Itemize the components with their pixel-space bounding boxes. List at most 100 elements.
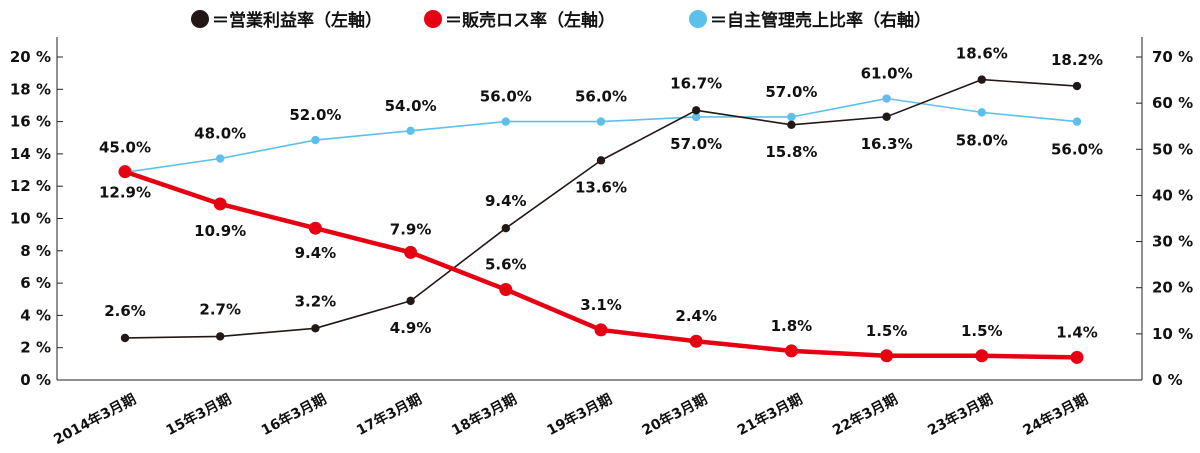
data-label-1: 1.5% bbox=[961, 322, 1003, 340]
data-label-2: 45.0% bbox=[99, 138, 151, 156]
series-0-point bbox=[596, 156, 606, 165]
data-label-1: 1.4% bbox=[1056, 323, 1098, 341]
series-2-point bbox=[1072, 117, 1082, 126]
data-label-0: 16.3% bbox=[861, 135, 913, 153]
data-label-0: 9.4% bbox=[485, 192, 527, 210]
left-tick-label: 6 % bbox=[20, 274, 51, 292]
series-0-point bbox=[692, 106, 701, 115]
series-0-point bbox=[501, 223, 510, 233]
data-label-1: 10.9% bbox=[194, 222, 246, 240]
series-2-point bbox=[692, 112, 701, 122]
x-category-label: 18年3月期 bbox=[449, 391, 520, 439]
series-0-point bbox=[882, 112, 891, 121]
left-tick-label: 16 % bbox=[10, 113, 51, 131]
series-0-point bbox=[311, 324, 320, 333]
series-2-point bbox=[216, 154, 225, 163]
data-label-1: 12.9% bbox=[99, 184, 151, 202]
data-label-2: 56.0% bbox=[1051, 141, 1103, 159]
data-label-0: 2.6% bbox=[104, 302, 146, 320]
legend-marker-2 bbox=[689, 10, 707, 28]
x-category-label: 2014年3月期 bbox=[51, 391, 139, 449]
left-tick-label: 10 % bbox=[10, 210, 51, 228]
series-2-point bbox=[311, 135, 320, 145]
data-label-2: 54.0% bbox=[385, 97, 437, 115]
series-0-point bbox=[977, 75, 986, 84]
series-0-point bbox=[406, 296, 415, 306]
x-category-label: 24年3月期 bbox=[1020, 391, 1091, 439]
right-tick-label: 70 % bbox=[1152, 48, 1193, 66]
series-2-point bbox=[596, 117, 606, 126]
left-tick-label: 4 % bbox=[20, 306, 51, 324]
legend-marker-1 bbox=[424, 10, 442, 28]
x-category-label: 20年3月期 bbox=[639, 391, 710, 439]
data-label-2: 52.0% bbox=[289, 106, 341, 124]
data-label-2: 56.0% bbox=[575, 88, 627, 106]
series-1-point bbox=[118, 165, 132, 179]
series-0-point bbox=[787, 120, 796, 130]
data-label-0: 2.7% bbox=[199, 300, 241, 318]
left-tick-label: 2 % bbox=[20, 339, 51, 357]
series-2-point bbox=[787, 112, 796, 122]
data-label-0: 18.6% bbox=[956, 45, 1008, 63]
x-category-label: 15年3月期 bbox=[163, 391, 234, 439]
data-label-2: 57.0% bbox=[765, 83, 817, 101]
series-1-point bbox=[689, 334, 703, 348]
data-label-1: 1.5% bbox=[866, 322, 908, 340]
legend-label-0: ＝営業利益率（左軸） bbox=[212, 10, 382, 31]
series-0-point bbox=[120, 333, 130, 343]
x-category-label: 19年3月期 bbox=[544, 391, 615, 439]
right-tick-label: 0 % bbox=[1152, 371, 1183, 389]
series-2-point bbox=[977, 108, 986, 117]
right-tick-label: 40 % bbox=[1152, 186, 1193, 204]
left-tick-label: 0 % bbox=[20, 371, 51, 389]
series-1-point bbox=[499, 283, 513, 297]
data-label-1: 7.9% bbox=[390, 220, 432, 238]
data-label-1: 1.8% bbox=[771, 317, 813, 335]
series-1-point bbox=[1070, 350, 1084, 364]
left-tick-label: 12 % bbox=[10, 177, 51, 195]
x-category-label: 21年3月期 bbox=[734, 391, 805, 439]
data-label-0: 15.8% bbox=[765, 143, 817, 161]
data-label-2: 48.0% bbox=[194, 125, 246, 143]
series-1-point bbox=[213, 197, 227, 211]
x-category-label: 16年3月期 bbox=[258, 391, 329, 439]
data-label-0: 4.9% bbox=[390, 319, 432, 337]
series-2-point bbox=[406, 126, 415, 136]
series-1-point bbox=[308, 221, 322, 235]
x-category-label: 17年3月期 bbox=[354, 391, 425, 439]
legend-marker-0 bbox=[191, 10, 209, 28]
data-label-2: 61.0% bbox=[861, 65, 913, 83]
right-tick-label: 30 % bbox=[1152, 233, 1193, 251]
series-2-point bbox=[882, 94, 891, 103]
right-tick-label: 10 % bbox=[1152, 325, 1193, 343]
x-category-label: 23年3月期 bbox=[925, 391, 996, 439]
series-1-point bbox=[784, 344, 798, 358]
data-label-2: 58.0% bbox=[956, 131, 1008, 149]
data-label-2: 56.0% bbox=[480, 88, 532, 106]
data-label-2: 57.0% bbox=[670, 135, 722, 153]
series-1-point bbox=[404, 245, 418, 259]
series-0-point bbox=[216, 332, 225, 341]
data-label-0: 13.6% bbox=[575, 178, 627, 196]
series-2-point bbox=[501, 117, 510, 126]
left-tick-label: 20 % bbox=[10, 48, 51, 66]
data-label-1: 5.6% bbox=[485, 256, 527, 274]
data-label-1: 9.4% bbox=[295, 244, 337, 262]
data-label-1: 2.4% bbox=[675, 307, 717, 325]
series-1-point bbox=[594, 323, 608, 337]
series-1-point bbox=[975, 349, 989, 363]
series-1-point bbox=[880, 349, 894, 363]
legend-label-2: ＝自主管理売上比率（右軸） bbox=[710, 10, 931, 31]
x-category-label: 22年3月期 bbox=[830, 391, 901, 439]
left-tick-label: 8 % bbox=[20, 242, 51, 260]
right-tick-label: 60 % bbox=[1152, 94, 1193, 112]
right-tick-label: 50 % bbox=[1152, 140, 1193, 158]
data-label-0: 18.2% bbox=[1051, 51, 1103, 69]
data-label-0: 16.7% bbox=[670, 74, 722, 92]
data-label-1: 3.1% bbox=[580, 296, 622, 314]
legend-label-1: ＝販売ロス率（左軸） bbox=[445, 10, 615, 31]
left-tick-label: 18 % bbox=[10, 80, 51, 98]
right-tick-label: 20 % bbox=[1152, 279, 1193, 297]
left-tick-label: 14 % bbox=[10, 145, 51, 163]
